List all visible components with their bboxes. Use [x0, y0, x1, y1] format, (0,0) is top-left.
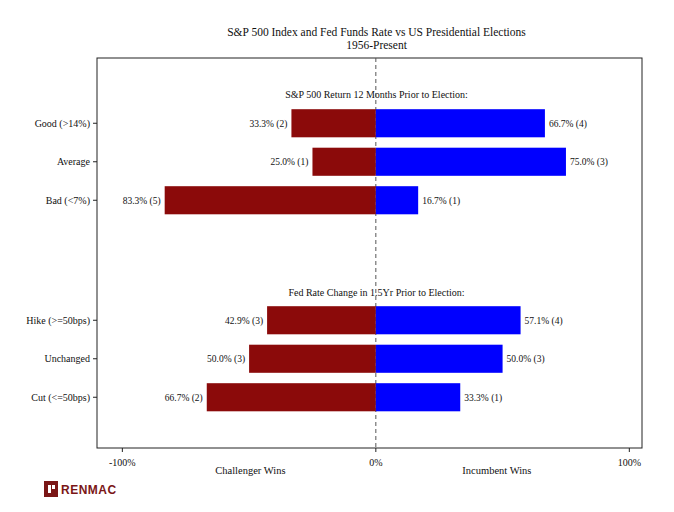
logo-icon — [52, 485, 55, 489]
bar — [249, 345, 376, 373]
bar — [165, 186, 376, 214]
x-tick-label: -100% — [109, 457, 136, 468]
bar — [376, 383, 460, 411]
background — [0, 0, 674, 512]
category-label: Bad (<7%) — [46, 195, 90, 207]
category-label: Good (>14%) — [35, 118, 90, 130]
x-tick-label: 0% — [369, 457, 382, 468]
bars — [207, 306, 521, 411]
bar — [312, 148, 375, 176]
bar — [376, 345, 503, 373]
bar — [207, 383, 376, 411]
data-label: 83.3% (5) — [123, 196, 161, 207]
y-tick — [93, 161, 97, 162]
panel-title: S&P 500 Return 12 Months Prior to Electi… — [285, 89, 468, 100]
data-label: 16.7% (1) — [422, 196, 460, 207]
bar — [291, 109, 375, 137]
data-label: 42.9% (3) — [225, 316, 263, 327]
data-label: 33.3% (2) — [249, 119, 287, 130]
data-label: 66.7% (4) — [549, 119, 587, 130]
plot-frame — [97, 58, 642, 448]
data-label: 66.7% (2) — [165, 393, 203, 404]
source-logo: RENMAC — [61, 483, 117, 497]
panel-title: Fed Rate Change in 1.5Yr Prior to Electi… — [288, 287, 464, 298]
bars — [165, 109, 566, 214]
chart: S&P 500 Index and Fed Funds Rate vs US P… — [0, 0, 674, 512]
data-label: 50.0% (3) — [207, 354, 245, 365]
y-tick — [93, 123, 97, 124]
data-label: 75.0% (3) — [570, 157, 608, 168]
bar — [376, 148, 566, 176]
bar — [376, 186, 418, 214]
series-label: Incumbent Wins — [462, 465, 531, 476]
bar — [267, 306, 376, 334]
data-label: 33.3% (1) — [464, 393, 502, 404]
title: S&P 500 Index and Fed Funds Rate vs US P… — [227, 26, 526, 38]
y-tick — [93, 397, 97, 398]
x-tick-label: 100% — [618, 457, 641, 468]
y-tick — [93, 320, 97, 321]
category-label: Average — [57, 156, 91, 167]
category-label: Hike (>=50bps) — [26, 315, 90, 327]
category-label: Unchanged — [44, 353, 90, 364]
x-tick — [122, 448, 123, 452]
data-label: 25.0% (1) — [270, 157, 308, 168]
y-tick — [93, 200, 97, 201]
x-tick — [375, 448, 376, 452]
bar — [376, 109, 545, 137]
bar — [376, 306, 521, 334]
series-label: Challenger Wins — [215, 465, 285, 476]
category-label: Cut (<=50bps) — [31, 392, 90, 404]
y-tick — [93, 358, 97, 359]
logo-icon — [44, 481, 58, 497]
subtitle: 1956-Present — [346, 39, 407, 51]
data-label: 57.1% (4) — [525, 316, 563, 327]
logo-icon — [48, 485, 51, 493]
data-label: 50.0% (3) — [507, 354, 545, 365]
x-tick — [629, 448, 630, 452]
